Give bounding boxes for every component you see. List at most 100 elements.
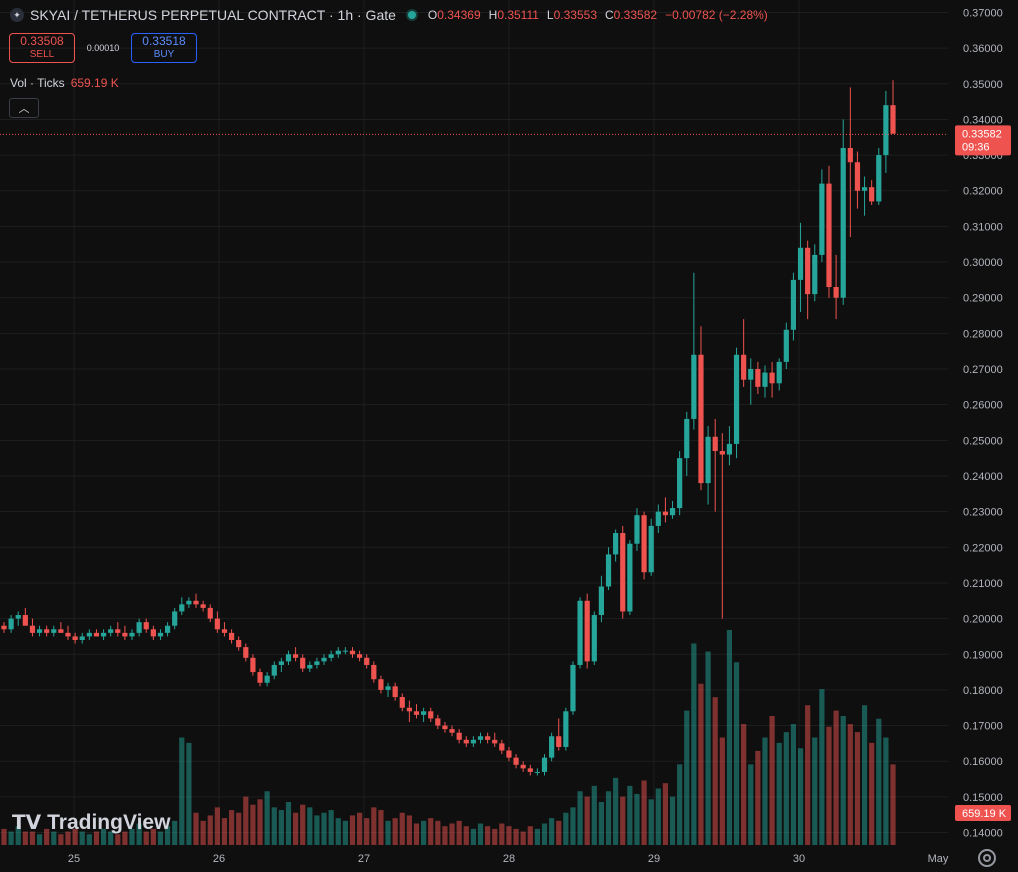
volume-bar (477, 823, 484, 845)
volume-bar (328, 810, 334, 845)
candle-body (72, 636, 78, 640)
y-tick-label: 0.20000 (963, 614, 1003, 626)
volume-bar (890, 764, 896, 845)
candle-body (65, 632, 71, 637)
candle-body (613, 533, 619, 555)
y-tick-label: 0.29000 (963, 293, 1003, 305)
volume-bar (236, 812, 242, 845)
buy-button[interactable]: 0.33518 BUY (131, 33, 197, 63)
candle-body (1, 625, 7, 630)
candle-body (748, 369, 754, 380)
volume-bar (641, 780, 647, 845)
volume-bar (172, 820, 178, 845)
volume-bar (655, 788, 661, 845)
volume-bar (805, 705, 811, 845)
volume-bar (549, 818, 555, 845)
volume-bar (179, 737, 185, 845)
sell-button[interactable]: 0.33508 SELL (9, 33, 75, 63)
candle-body (527, 768, 533, 772)
volume-bar (677, 764, 683, 845)
volume-bar (598, 802, 605, 845)
candle-body (250, 657, 256, 673)
volume-bar (463, 826, 469, 845)
volume-bar (435, 820, 441, 845)
volume-bar (93, 831, 100, 845)
collapse-legend-button[interactable]: ︿ (9, 98, 39, 118)
candle-body (477, 736, 484, 740)
volume-bar (221, 818, 228, 845)
candle-body (79, 636, 85, 640)
candle-body (712, 436, 718, 452)
candle-body (883, 105, 889, 156)
volume-bar (1, 828, 7, 845)
volume-bar (349, 815, 356, 845)
volume-bar (300, 804, 306, 845)
volume-bar (648, 799, 654, 845)
candle-body (364, 657, 370, 665)
volume-bar (228, 810, 235, 845)
volume-bar (748, 764, 754, 845)
volume-bar (271, 807, 277, 845)
volume-bar (157, 831, 164, 845)
candle-body (684, 418, 690, 459)
candle-body (406, 707, 412, 712)
candle-body (292, 654, 299, 658)
low-value: 0.33553 (553, 8, 597, 22)
candle-body (421, 711, 427, 715)
candle-body (840, 147, 846, 298)
candle-body (122, 632, 128, 637)
y-tick-label: 0.19000 (963, 649, 1003, 661)
volume-bar (335, 818, 341, 845)
candle-body (136, 622, 142, 633)
volume-bar (257, 799, 263, 845)
candle-body (513, 757, 519, 765)
volume-bar (506, 826, 512, 845)
gear-icon[interactable] (978, 849, 996, 867)
volume-bar (413, 823, 420, 845)
volume-bar (570, 807, 576, 845)
x-tick-label: 30 (793, 853, 805, 865)
y-tick-label: 0.18000 (963, 685, 1003, 697)
candle-body (264, 675, 270, 683)
volume-bar (691, 643, 697, 845)
volume-bar (634, 793, 640, 845)
volume-bar (136, 823, 142, 845)
candle-body (44, 629, 50, 633)
candle-body (449, 729, 455, 733)
y-tick-label: 0.22000 (963, 542, 1003, 554)
volume-bar (378, 810, 384, 845)
volume-legend[interactable]: Vol · Ticks 659.19 K (10, 76, 119, 90)
candle-body (655, 511, 661, 526)
volume-bar (371, 807, 377, 845)
volume-bar (58, 834, 64, 845)
y-tick-label: 0.17000 (963, 721, 1003, 733)
candle-body (15, 615, 21, 619)
crosshair-icon[interactable]: ✦ (10, 8, 24, 22)
candle-body (100, 632, 107, 637)
open-label: O (427, 8, 438, 22)
tradingview-logo[interactable]: 𝗧𝗩 TradingView (12, 810, 170, 835)
volume-tag (955, 805, 1011, 821)
candle-body (342, 650, 348, 652)
volume-bar (783, 732, 789, 845)
volume-bar (86, 834, 92, 845)
candle-body (236, 639, 242, 648)
volume-bar (726, 630, 733, 845)
y-tick-label: 0.35000 (963, 79, 1003, 91)
candle-body (861, 187, 868, 191)
candle-body (321, 657, 327, 662)
candle-body (228, 632, 235, 640)
candle-body (271, 664, 277, 676)
symbol-title[interactable]: SKYAI / TETHERUS PERPETUAL CONTRACT · 1h… (30, 7, 396, 23)
candle-body (8, 618, 14, 630)
volume-bar (534, 828, 540, 845)
volume-bar (392, 818, 398, 845)
candle-body (605, 554, 612, 587)
candle-body (534, 771, 540, 773)
volume-bar (449, 823, 455, 845)
candle-body (385, 686, 391, 690)
candle-body (805, 247, 811, 295)
chevron-up-icon: ︿ (18, 103, 30, 115)
volume-bar (577, 791, 583, 845)
